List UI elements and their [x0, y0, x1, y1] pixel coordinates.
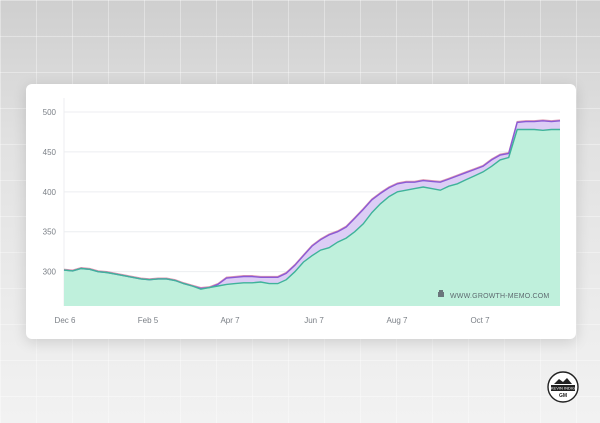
- x-tick-label: Apr 7: [220, 316, 240, 325]
- y-tick-label: 300: [43, 268, 57, 277]
- x-tick-label: Oct 7: [470, 316, 490, 325]
- y-tick-label: 400: [43, 188, 57, 197]
- lower-series-line: [63, 128, 560, 290]
- series-lines: [63, 119, 561, 290]
- badge-text: KEVIN INDIG: [551, 386, 575, 391]
- y-tick-label: 450: [43, 148, 57, 157]
- traffic-area-chart: 300 350 400 450 500 Dec 6 Feb 5 Apr 7 Jun 7 Aug …: [43, 98, 561, 325]
- lower-area: [64, 129, 560, 306]
- watermark: WWW.GROWTH-MEMO.COM: [438, 290, 549, 300]
- watermark-icon: [438, 290, 444, 297]
- y-tick-label: 350: [43, 228, 57, 237]
- y-tick-label: 500: [43, 108, 57, 117]
- chart-card: 300 350 400 450 500 Dec 6 Feb 5 Apr 7 Jun 7 Aug …: [26, 84, 576, 339]
- x-tick-label: Jun 7: [304, 316, 324, 325]
- x-tick-label: Feb 5: [138, 316, 159, 325]
- brand-badge-icon: KEVIN INDIG GM: [547, 371, 579, 403]
- y-axis-ticks: 300 350 400 450 500: [43, 108, 57, 277]
- x-tick-label: Dec 6: [55, 316, 76, 325]
- badge-subtext: GM: [559, 393, 567, 399]
- x-tick-label: Aug 7: [387, 316, 408, 325]
- watermark-text: WWW.GROWTH-MEMO.COM: [450, 293, 549, 300]
- x-axis-ticks: Dec 6 Feb 5 Apr 7 Jun 7 Aug 7 Oct 7: [55, 316, 491, 325]
